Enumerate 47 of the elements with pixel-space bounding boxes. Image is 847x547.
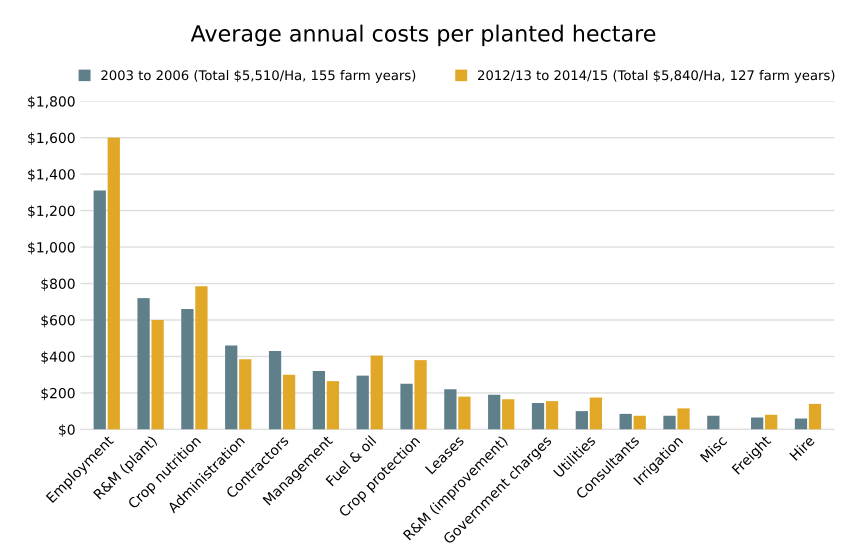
bar <box>225 346 238 430</box>
bar <box>94 190 106 430</box>
bar <box>414 360 427 430</box>
y-tick-label: $400 <box>41 351 75 364</box>
y-tick-label: $200 <box>41 388 75 400</box>
bar <box>268 350 282 430</box>
bar <box>765 414 778 430</box>
bar <box>370 356 383 430</box>
y-tick-label: $1,600 <box>28 132 75 145</box>
bar <box>151 320 164 430</box>
y-tick-label: $1,000 <box>28 242 75 254</box>
y-tick-label: $600 <box>41 314 75 328</box>
bar <box>195 286 208 430</box>
legend-label: 2012/13 to 2014/15 (Total $5,840/Ha, 127 farm years) <box>478 70 834 83</box>
bar <box>677 408 690 430</box>
legend-label: 2003 to 2006 (Total $5,510/Ha, 155 farm years) <box>101 70 416 83</box>
bar <box>239 359 252 430</box>
chart-title: Average annual costs per planted hectare <box>190 24 656 46</box>
y-tick-label: $1,400 <box>28 168 75 182</box>
bar <box>532 402 544 430</box>
bar <box>444 389 457 430</box>
bar <box>808 404 822 430</box>
bar <box>546 401 558 430</box>
y-tick-label: $1,800 <box>28 96 75 109</box>
y-tick-label: $800 <box>41 278 75 291</box>
bar <box>137 298 150 430</box>
bar <box>181 309 194 430</box>
bar <box>794 418 808 430</box>
bar <box>458 396 471 430</box>
bar <box>400 384 413 430</box>
bar <box>576 411 588 430</box>
bar <box>282 374 296 430</box>
bar <box>751 418 764 430</box>
x-tick-label: Hire <box>788 434 816 461</box>
y-tick-label: $0 <box>59 424 75 437</box>
bar <box>634 416 646 430</box>
bar <box>326 381 340 430</box>
bar <box>312 371 326 430</box>
bar <box>356 376 369 430</box>
bar <box>108 138 120 430</box>
y-tick-label: $1,200 <box>28 205 75 218</box>
bar <box>620 414 632 430</box>
bar <box>707 416 720 430</box>
bar <box>502 399 514 430</box>
bar <box>663 416 676 430</box>
bar <box>590 397 602 430</box>
bar <box>488 394 500 430</box>
